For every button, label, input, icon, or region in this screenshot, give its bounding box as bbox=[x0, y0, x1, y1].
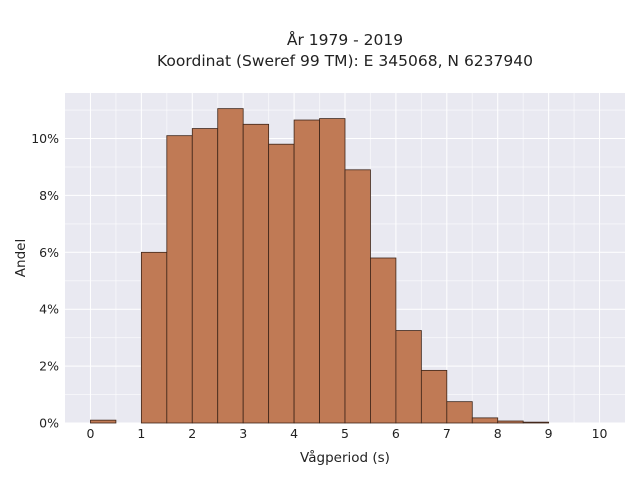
y-tick-label: 6% bbox=[39, 245, 59, 260]
histogram-bar bbox=[395, 330, 422, 424]
x-tick-label: 8 bbox=[494, 426, 502, 441]
y-tick-label: 0% bbox=[39, 416, 59, 431]
histogram-bar bbox=[268, 143, 295, 424]
x-tick-label: 9 bbox=[545, 426, 553, 441]
x-tick-label: 0 bbox=[86, 426, 94, 441]
x-tick-label: 2 bbox=[188, 426, 196, 441]
y-tick-label: 2% bbox=[39, 359, 59, 374]
x-tick-label: 6 bbox=[392, 426, 400, 441]
bars bbox=[90, 108, 550, 424]
histogram-bar bbox=[191, 128, 219, 424]
x-tick-label: 7 bbox=[443, 426, 451, 441]
y-axis-label: Andel bbox=[13, 239, 29, 277]
x-tick-label: 5 bbox=[341, 426, 349, 441]
histogram-bar bbox=[140, 251, 168, 424]
y-tick-label: 10% bbox=[31, 131, 59, 146]
histogram-bar bbox=[90, 419, 117, 424]
histogram-bar bbox=[293, 119, 320, 424]
histogram-bar bbox=[420, 369, 448, 424]
histogram-bar bbox=[522, 421, 550, 424]
histogram-bar bbox=[217, 108, 244, 424]
histogram-bar bbox=[319, 118, 346, 424]
chart-title-line-2: Koordinat (Sweref 99 TM): E 345068, N 62… bbox=[157, 52, 533, 70]
x-axis-ticks: 0 1 2 3 4 5 6 7 8 9 10 bbox=[86, 426, 607, 441]
y-axis-ticks: 0% 2% 4% 6% 8% 10% bbox=[31, 131, 59, 430]
chart-title-line-1: År 1979 - 2019 bbox=[287, 30, 403, 49]
histogram-bar bbox=[344, 169, 371, 424]
x-tick-label: 1 bbox=[137, 426, 145, 441]
x-tick-label: 4 bbox=[290, 426, 298, 441]
y-tick-label: 4% bbox=[39, 302, 59, 317]
histogram-bar bbox=[370, 257, 397, 424]
histogram-bar bbox=[497, 420, 524, 424]
histogram-bar bbox=[242, 123, 270, 424]
histogram-bar bbox=[471, 417, 499, 424]
histogram-bar bbox=[446, 401, 473, 424]
x-tick-label: 3 bbox=[239, 426, 247, 441]
histogram-bar bbox=[166, 135, 193, 424]
x-tick-label: 10 bbox=[592, 426, 608, 441]
y-tick-label: 8% bbox=[39, 188, 59, 203]
x-axis-label: Vågperiod (s) bbox=[300, 449, 390, 466]
